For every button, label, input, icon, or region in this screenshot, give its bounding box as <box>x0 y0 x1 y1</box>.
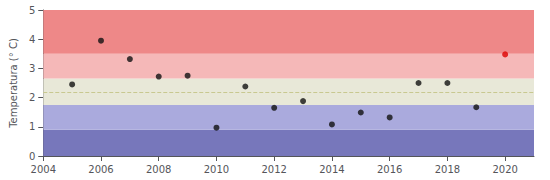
svg-text:2014: 2014 <box>319 164 344 175</box>
svg-text:Temperatura (° C): Temperatura (° C) <box>8 38 19 129</box>
svg-text:2008: 2008 <box>146 164 171 175</box>
svg-text:2004: 2004 <box>31 164 56 175</box>
svg-text:3: 3 <box>29 63 35 74</box>
svg-text:2006: 2006 <box>88 164 113 175</box>
svg-text:4: 4 <box>29 34 35 45</box>
svg-text:1: 1 <box>29 121 35 132</box>
svg-text:2020: 2020 <box>492 164 517 175</box>
svg-text:0: 0 <box>29 151 35 162</box>
svg-text:2012: 2012 <box>261 164 286 175</box>
svg-text:2010: 2010 <box>204 164 229 175</box>
svg-text:2016: 2016 <box>377 164 402 175</box>
svg-text:2: 2 <box>29 92 35 103</box>
svg-text:5: 5 <box>29 5 35 16</box>
svg-text:2018: 2018 <box>435 164 460 175</box>
